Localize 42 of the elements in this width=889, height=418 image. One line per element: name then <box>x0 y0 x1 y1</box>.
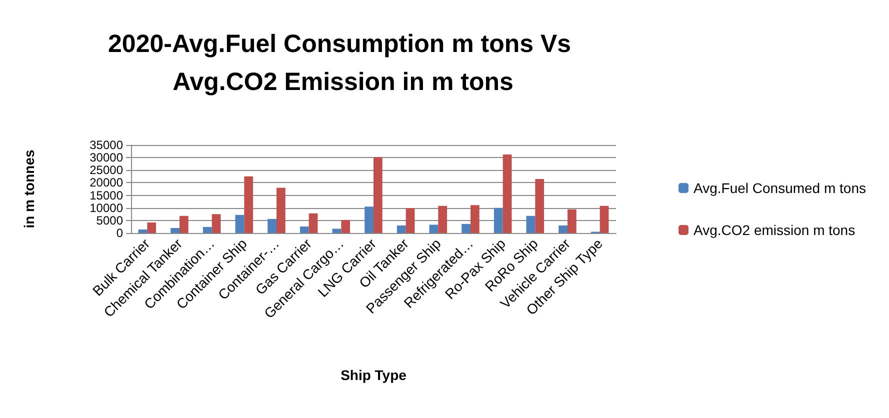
bar <box>526 216 536 233</box>
bar <box>138 229 148 233</box>
legend-label: Avg.CO2 emission m tons <box>694 222 856 238</box>
y-tick-label: 15000 <box>90 188 124 202</box>
bar <box>180 216 188 233</box>
bar <box>276 188 286 233</box>
bar <box>244 176 254 233</box>
bar <box>406 208 415 233</box>
bar <box>235 214 244 233</box>
bar <box>332 228 342 233</box>
bar <box>438 206 448 233</box>
bar <box>494 208 503 233</box>
bar <box>170 228 180 233</box>
bar <box>568 209 576 233</box>
y-tick-label: 30000 <box>90 150 124 165</box>
x-axis-title: Ship Type <box>340 367 407 383</box>
y-tick-label: 35000 <box>90 138 124 152</box>
bar <box>558 225 568 233</box>
y-axis-title: in m tonnes <box>21 150 37 228</box>
bar <box>300 226 309 233</box>
bar <box>202 226 212 233</box>
bar <box>535 178 544 233</box>
bar <box>502 154 512 233</box>
bar <box>470 205 480 233</box>
bar <box>396 225 406 233</box>
legend-label: Avg.Fuel Consumed m tons <box>694 180 866 196</box>
bar <box>308 213 318 233</box>
bar <box>364 206 374 233</box>
bar <box>341 220 350 233</box>
bar <box>374 157 382 233</box>
bar <box>147 222 156 233</box>
bar <box>462 224 470 233</box>
y-tick-label: 25000 <box>90 163 124 178</box>
y-tick-label: 20000 <box>90 176 124 190</box>
bar <box>212 214 221 233</box>
bar <box>429 224 438 233</box>
y-tick-label: 0 <box>116 226 124 240</box>
bar <box>268 218 276 233</box>
chart-title: 2020-Avg.Fuel Consumption m tons Vs Avg.CO2 Emission in m tons <box>108 30 578 96</box>
y-tick-label: 10000 <box>90 200 124 215</box>
bar <box>600 206 609 233</box>
y-tick-label: 5000 <box>96 213 124 228</box>
